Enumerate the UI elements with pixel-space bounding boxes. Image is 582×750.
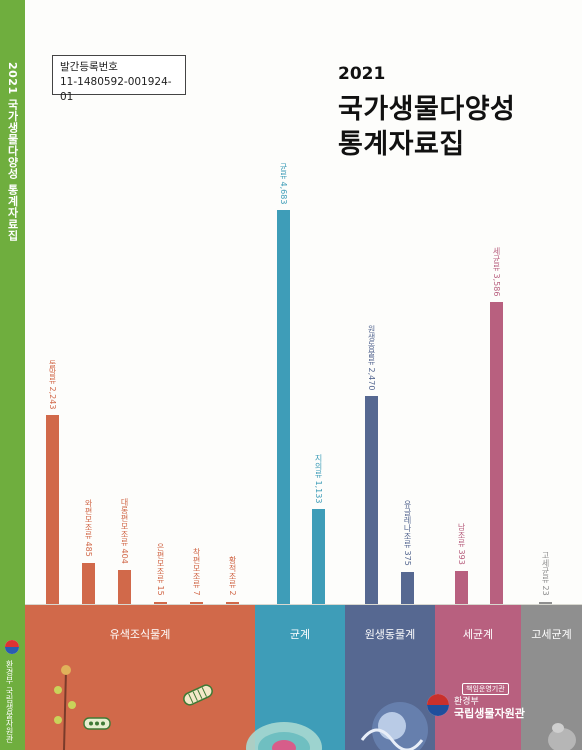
bar-label: 와편모조류 485 (84, 499, 93, 557)
bar (276, 210, 290, 604)
government-emblem-icon (427, 694, 449, 716)
cover-title: 국가생물다양성 통계자료집 (338, 92, 515, 162)
bar-label: 황적조류 2 (228, 556, 237, 596)
bar (489, 302, 503, 604)
group-label: 원생동물계 (364, 628, 416, 641)
bar-label: 세균류 3,586 (492, 247, 501, 297)
group-band-0: 유색조식물계 (25, 604, 255, 750)
spine-title: 2021 국가생물다양성 통계자료집 (6, 62, 19, 242)
fungi-illustration-icon (246, 722, 322, 750)
ministry-name: 환경부 (454, 697, 479, 707)
algae-plant-illustration-icon (54, 665, 76, 750)
spine-publisher: 환경부 국립생물자원관 (4, 660, 15, 743)
protozoa-illustration-icon (360, 702, 428, 750)
bar-label: 대롱편모조류 404 (120, 498, 129, 564)
cover-title-line1: 국가생물다양성 (338, 94, 516, 125)
book-spine: 2021 국가생물다양성 통계자료집 환경부 국립생물자원관 (0, 0, 25, 750)
group-band-3: 세균계 (435, 604, 521, 750)
institute-name: 국립생물자원관 (454, 707, 525, 720)
bar-label: 남조류 393 (457, 523, 466, 565)
bar (81, 563, 95, 604)
publisher-tag: 책임운영기관 (462, 683, 509, 695)
chart-baseline (25, 604, 582, 605)
cover-year: 2021 (338, 64, 386, 84)
bar-label: 원생동물류 2,470 (367, 325, 376, 391)
bar (538, 602, 552, 604)
spine-emblem-icon (5, 640, 19, 654)
bar (311, 509, 325, 604)
bar-label: 착편모조류 7 (192, 548, 201, 596)
group-label: 세균계 (462, 628, 494, 641)
bar (45, 415, 59, 604)
group-label: 고세균계 (531, 628, 572, 641)
registration-label: 발간등록번호 (60, 61, 118, 73)
registration-number: 11-1480592-001924-01 (60, 76, 172, 103)
cover-title-line2: 통계자료집 (338, 129, 465, 160)
bar-label: 돌말류 2,243 (48, 360, 57, 410)
bar-label: 지의류 1,133 (314, 454, 323, 504)
group-band-4: 고세균계 (521, 604, 582, 750)
diatom-illustration-icon (183, 684, 213, 706)
bar (454, 571, 468, 604)
bar (225, 602, 239, 604)
diatom-chain-illustration-icon (83, 717, 111, 730)
spine-publisher-small: 환경부 (5, 660, 14, 684)
bar (400, 572, 414, 604)
group-label: 유색조식물계 (109, 628, 171, 641)
group-label: 균계 (289, 628, 311, 641)
spine-publisher-name: 국립생물자원관 (5, 686, 14, 743)
bar (153, 602, 167, 604)
bar (364, 396, 378, 604)
archaea-illustration-icon (548, 723, 576, 750)
bar (117, 570, 131, 604)
bar-label: 유글레나조류 375 (403, 500, 412, 566)
bar-label: 고세균류 23 (541, 551, 550, 596)
bar-label: 균류 4,683 (279, 163, 288, 205)
bar-label: 은편모조류 15 (156, 543, 165, 596)
bar (189, 602, 203, 604)
registration-box: 발간등록번호 11-1480592-001924-01 (52, 55, 186, 103)
